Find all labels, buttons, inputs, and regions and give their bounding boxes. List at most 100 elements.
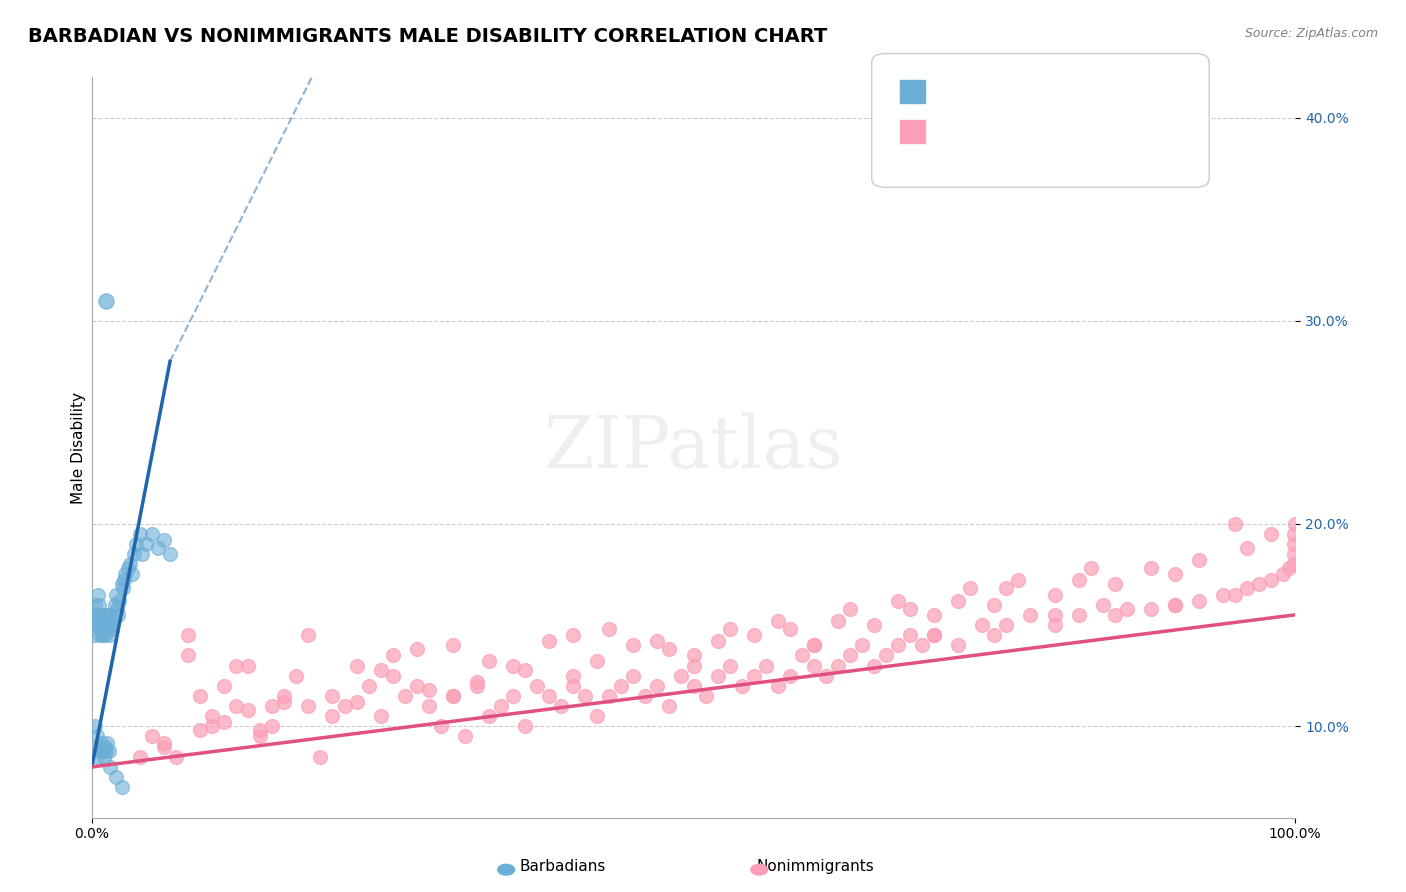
- Point: [562, 628, 585, 642]
- Point: [586, 655, 609, 669]
- Point: [370, 709, 392, 723]
- Point: [682, 658, 704, 673]
- Point: [995, 582, 1018, 596]
- Point: [790, 648, 813, 663]
- Point: [441, 638, 464, 652]
- Point: [922, 607, 945, 622]
- Point: [297, 628, 319, 642]
- Point: [333, 699, 356, 714]
- Point: [90, 622, 112, 636]
- Point: [90, 618, 112, 632]
- Point: [105, 601, 128, 615]
- Point: [129, 526, 152, 541]
- Point: [742, 668, 765, 682]
- Point: [1164, 567, 1187, 582]
- Point: [647, 679, 669, 693]
- Point: [96, 607, 118, 622]
- Point: [89, 744, 111, 758]
- Text: R = 0.351   N =  65: R = 0.351 N = 65: [900, 85, 1071, 100]
- Point: [262, 719, 284, 733]
- Point: [1104, 607, 1126, 622]
- Point: [718, 658, 741, 673]
- Point: [827, 614, 849, 628]
- Point: [90, 735, 112, 749]
- Point: [394, 689, 416, 703]
- Point: [135, 537, 157, 551]
- Point: [478, 655, 501, 669]
- Point: [1236, 541, 1258, 555]
- Point: [706, 634, 728, 648]
- Point: [1282, 547, 1305, 561]
- Point: [538, 689, 561, 703]
- Point: [87, 749, 110, 764]
- Point: [766, 679, 789, 693]
- Point: [814, 668, 837, 682]
- Point: [586, 709, 609, 723]
- Point: [1282, 526, 1305, 541]
- Point: [1067, 574, 1090, 588]
- Point: [1249, 577, 1271, 591]
- Point: [108, 593, 131, 607]
- Point: [621, 668, 644, 682]
- Point: [89, 607, 111, 622]
- Point: [104, 598, 127, 612]
- Point: [887, 638, 910, 652]
- Point: [212, 715, 235, 730]
- Point: [995, 618, 1018, 632]
- Point: [101, 622, 124, 636]
- Point: [225, 658, 247, 673]
- Point: [112, 574, 135, 588]
- Point: [84, 628, 107, 642]
- Point: [863, 618, 886, 632]
- Point: [94, 739, 117, 754]
- Point: [1043, 607, 1066, 622]
- Point: [513, 719, 536, 733]
- Point: [94, 628, 117, 642]
- Point: [159, 547, 181, 561]
- Point: [682, 648, 704, 663]
- Point: [718, 622, 741, 636]
- Point: [146, 541, 169, 555]
- Point: [898, 628, 921, 642]
- Point: [441, 689, 464, 703]
- Point: [346, 658, 368, 673]
- Point: [1282, 537, 1305, 551]
- Point: [647, 634, 669, 648]
- Point: [309, 749, 332, 764]
- Point: [225, 699, 247, 714]
- Point: [983, 598, 1005, 612]
- Point: [91, 744, 114, 758]
- Point: [165, 749, 187, 764]
- Point: [863, 658, 886, 673]
- Point: [682, 679, 704, 693]
- Text: Barbadians: Barbadians: [519, 859, 606, 874]
- Point: [465, 674, 488, 689]
- Point: [827, 658, 849, 673]
- Point: [153, 533, 176, 547]
- Point: [538, 634, 561, 648]
- Point: [621, 638, 644, 652]
- Point: [346, 695, 368, 709]
- Point: [370, 663, 392, 677]
- Point: [112, 582, 135, 596]
- Point: [1043, 618, 1066, 632]
- Point: [153, 735, 176, 749]
- Point: [1272, 567, 1295, 582]
- Point: [100, 618, 122, 632]
- Point: [1260, 526, 1282, 541]
- Point: [117, 561, 139, 575]
- Point: [911, 638, 934, 652]
- Point: [89, 628, 111, 642]
- Point: [526, 679, 548, 693]
- Point: [96, 744, 118, 758]
- Point: [107, 607, 129, 622]
- Point: [1188, 593, 1211, 607]
- Point: [131, 547, 153, 561]
- Point: [574, 689, 596, 703]
- Point: [1043, 588, 1066, 602]
- Point: [188, 723, 211, 738]
- Point: [93, 749, 115, 764]
- Point: [83, 607, 105, 622]
- Text: ZIPatlas: ZIPatlas: [544, 412, 844, 483]
- Point: [91, 628, 114, 642]
